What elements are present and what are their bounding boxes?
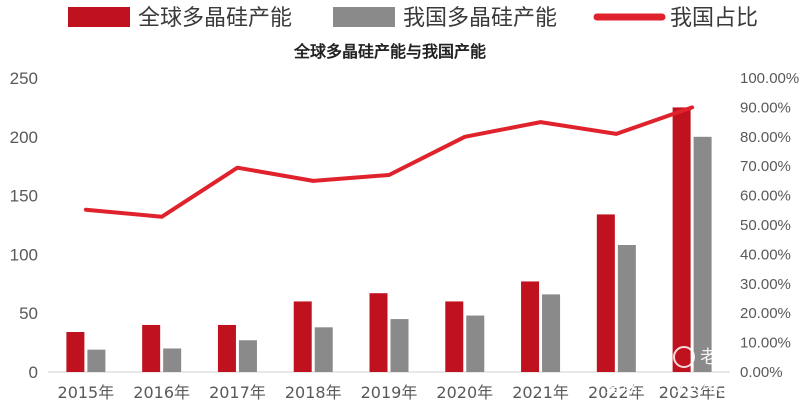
x-tick-label: 2019年 (361, 383, 418, 402)
left-tick-label: 50 (19, 304, 38, 323)
x-axis: 2015年 2016年 2017年 2018年 2019年 2020年 2021年 2022年… (58, 383, 726, 402)
x-tick-label: 2020年 (436, 383, 493, 402)
bar-global (672, 107, 691, 373)
watermark-line2: 雪球：一文@农君 (604, 377, 740, 397)
left-tick-label: 200 (10, 128, 38, 147)
chart-title: 全球多晶硅产能与我国产能 (293, 42, 486, 61)
x-tick-label: 2015年 (58, 383, 115, 402)
bar-global (445, 301, 464, 372)
legend-label-ratio: 我国占比 (670, 6, 758, 31)
bar-china (466, 315, 485, 372)
right-tick-label: 10.00% (740, 335, 791, 352)
right-tick-label: 100.00% (740, 70, 799, 87)
left-tick-label: 250 (10, 69, 38, 88)
bars (66, 107, 712, 373)
bar-global (521, 281, 540, 372)
legend-swatch-china (333, 7, 395, 27)
left-axis: 0 50 100 150 200 250 (10, 69, 38, 382)
left-tick-label: 150 (10, 187, 38, 206)
left-tick-label: 100 (10, 245, 38, 264)
bar-global (66, 332, 85, 372)
bar-global (369, 293, 388, 372)
right-tick-label: 0.00% (740, 364, 783, 381)
right-tick-label: 20.00% (740, 305, 791, 322)
x-tick-label: 2023年E (659, 383, 726, 402)
watermark-logo-icon (673, 346, 695, 368)
right-tick-label: 70.00% (740, 158, 791, 175)
right-axis: 0.00% 10.00% 20.00% 30.00% 40.00% 50.00% 60.00… (740, 70, 799, 381)
legend-label-china: 我国多晶硅产能 (403, 6, 557, 31)
bar-china (238, 340, 257, 372)
legend-swatch-global (68, 7, 130, 27)
bar-china (87, 349, 106, 372)
ratio-line-layer (83, 105, 695, 219)
x-tick-label: 2017年 (209, 383, 266, 402)
left-tick-label: 0 (29, 363, 38, 382)
ratio-line (83, 105, 695, 219)
bar-china (617, 244, 636, 372)
right-tick-label: 40.00% (740, 246, 791, 263)
bar-global (217, 324, 236, 372)
bar-china (314, 327, 333, 372)
bar-china (693, 136, 712, 372)
legend-label-global: 全球多晶硅产能 (138, 6, 292, 31)
bar-china (163, 348, 182, 372)
bar-china (542, 294, 561, 372)
x-tick-label: 2018年 (285, 383, 342, 402)
x-tick-label: 2021年 (512, 383, 569, 402)
right-tick-label: 60.00% (740, 188, 791, 205)
watermark-line1: 老虎社区 (700, 347, 772, 368)
x-tick-label: 2016年 (133, 383, 190, 402)
legend: 全球多晶硅产能 我国多晶硅产能 我国占比 (68, 6, 758, 31)
bar-china (390, 319, 409, 372)
bar-global (596, 214, 615, 372)
right-tick-label: 30.00% (740, 276, 791, 293)
right-tick-label: 80.00% (740, 129, 791, 146)
watermark: 老虎社区 雪球：一文@农君 (604, 346, 772, 397)
right-tick-label: 90.00% (740, 99, 791, 116)
bar-global (142, 324, 161, 372)
x-tick-label: 2022年 (588, 383, 645, 402)
bar-global (293, 301, 312, 372)
right-tick-label: 50.00% (740, 217, 791, 234)
